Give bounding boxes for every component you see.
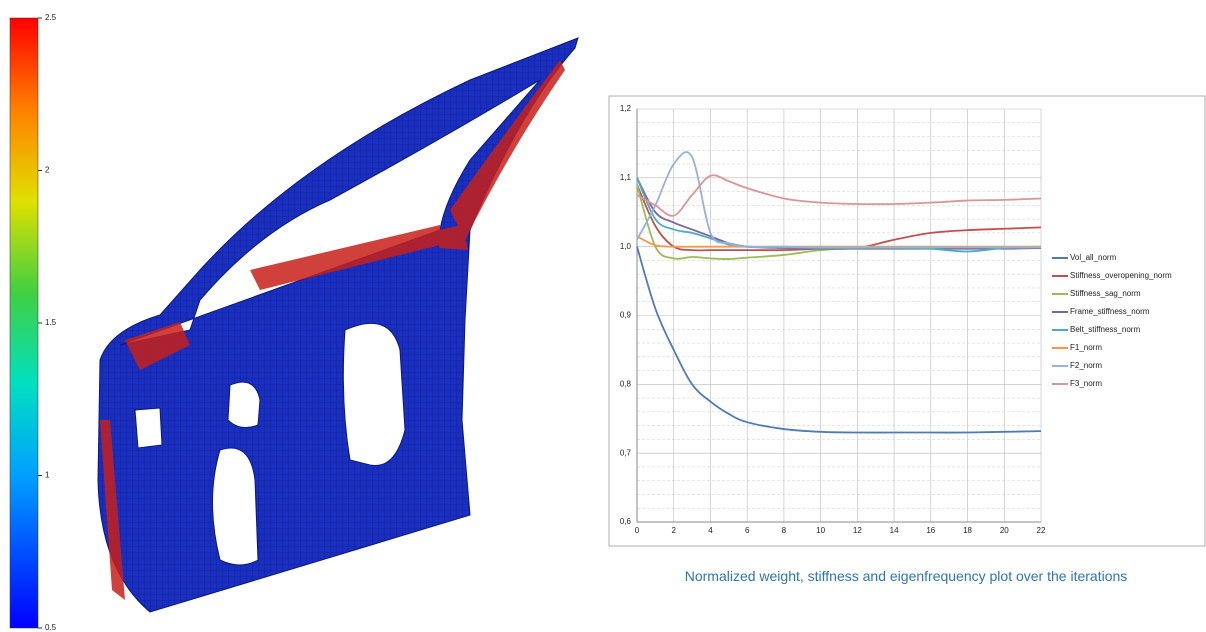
colorbar-tick-label: 1 bbox=[45, 471, 50, 480]
caption: Normalized weight, stiffness and eigenfr… bbox=[606, 568, 1206, 584]
x-tick-label: 10 bbox=[816, 526, 825, 535]
figure: 0.5 1 1.5 2 2.5 0,6 0,7 0,8 0,9 1,0 1,1 1,2 0 2 4 6 8 10 1… bbox=[0, 0, 1206, 632]
colorbar bbox=[10, 18, 38, 628]
legend-label: F2_norm bbox=[1070, 361, 1102, 370]
legend-label: F1_norm bbox=[1070, 343, 1102, 352]
page: {"colorbar": {"lim": [0.5, 2.5], "ticks"… bbox=[0, 0, 1206, 632]
x-tick-label: 14 bbox=[890, 526, 899, 535]
y-tick-label: 0,7 bbox=[620, 448, 632, 457]
x-tick-label: 12 bbox=[853, 526, 862, 535]
x-tick-label: 22 bbox=[1037, 526, 1046, 535]
x-tick-label: 2 bbox=[672, 526, 677, 535]
line bbox=[637, 185, 1041, 251]
y-tick-label: 1,2 bbox=[620, 104, 632, 113]
line bbox=[637, 175, 1041, 216]
legend-label: Stiffness_sag_norm bbox=[1070, 289, 1141, 298]
door-mesh bbox=[98, 38, 578, 612]
x-tick-label: 18 bbox=[963, 526, 972, 535]
x-tick-label: 20 bbox=[1000, 526, 1009, 535]
line bbox=[637, 247, 1041, 433]
x-tick-label: 6 bbox=[745, 526, 750, 535]
legend-label: F3_norm bbox=[1070, 379, 1102, 388]
colorbar-tick-label: 2.5 bbox=[45, 13, 57, 22]
x-tick-label: 16 bbox=[926, 526, 935, 535]
y-tick-label: 1,1 bbox=[620, 173, 632, 182]
y-tick-label: 0,9 bbox=[620, 311, 632, 320]
y-tick-label: 1,0 bbox=[620, 242, 632, 251]
x-tick-label: 0 bbox=[635, 526, 640, 535]
colorbar-tick-label: 0.5 bbox=[45, 623, 57, 632]
y-tick-label: 0,6 bbox=[620, 517, 632, 526]
legend-label: Frame_stiffness_norm bbox=[1070, 307, 1150, 316]
colorbar-tick-label: 2 bbox=[45, 166, 50, 175]
colorbar-tick-label: 1.5 bbox=[45, 318, 57, 327]
y-tick-label: 0,8 bbox=[620, 379, 632, 388]
x-tick-label: 8 bbox=[782, 526, 787, 535]
legend-label: Stiffness_overopening_norm bbox=[1070, 271, 1172, 280]
x-tick-label: 4 bbox=[708, 526, 713, 535]
legend-label: Belt_stiffness_norm bbox=[1070, 325, 1140, 334]
line bbox=[637, 236, 1041, 246]
legend-label: Vol_all_norm bbox=[1070, 253, 1117, 262]
chart-frame bbox=[609, 96, 1205, 546]
